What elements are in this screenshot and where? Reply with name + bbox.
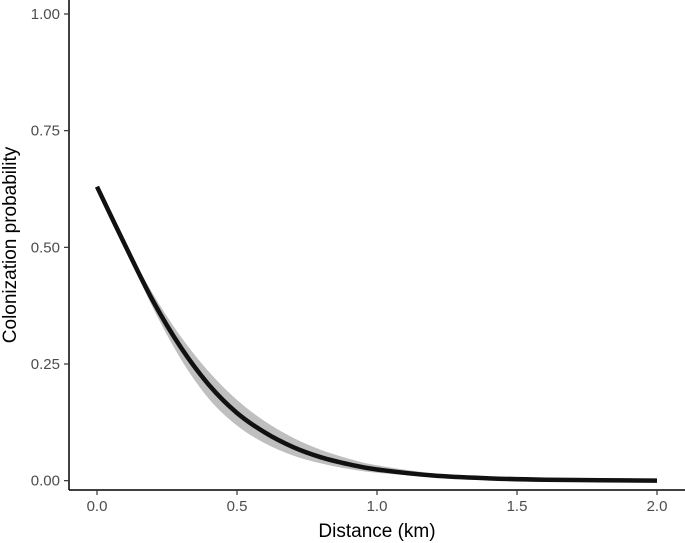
y-tick-label: 0.25 bbox=[31, 356, 60, 373]
x-tick-label: 2.0 bbox=[647, 498, 668, 515]
y-axis-title: Colonization probability bbox=[0, 146, 21, 343]
y-tick-label: 0.75 bbox=[31, 123, 60, 140]
x-tick-label: 0.5 bbox=[227, 498, 248, 515]
y-tick-label: 0.00 bbox=[31, 473, 60, 490]
y-tick-label: 0.50 bbox=[31, 239, 60, 256]
x-tick-label: 0.0 bbox=[87, 498, 108, 515]
fitted-line bbox=[94, 185, 658, 483]
x-axis-title: Distance (km) bbox=[318, 521, 435, 542]
x-tick-label: 1.5 bbox=[507, 498, 528, 515]
y-tick-label: 1.00 bbox=[31, 6, 60, 23]
axes: 0.0 0.5 1.0 1.5 2.0 0.00 0.25 0.50 0.75 1.00 bbox=[31, 0, 685, 515]
x-tick-label: 1.0 bbox=[367, 498, 388, 515]
confidence-ribbon bbox=[97, 186, 657, 481]
plot-area bbox=[94, 185, 658, 483]
